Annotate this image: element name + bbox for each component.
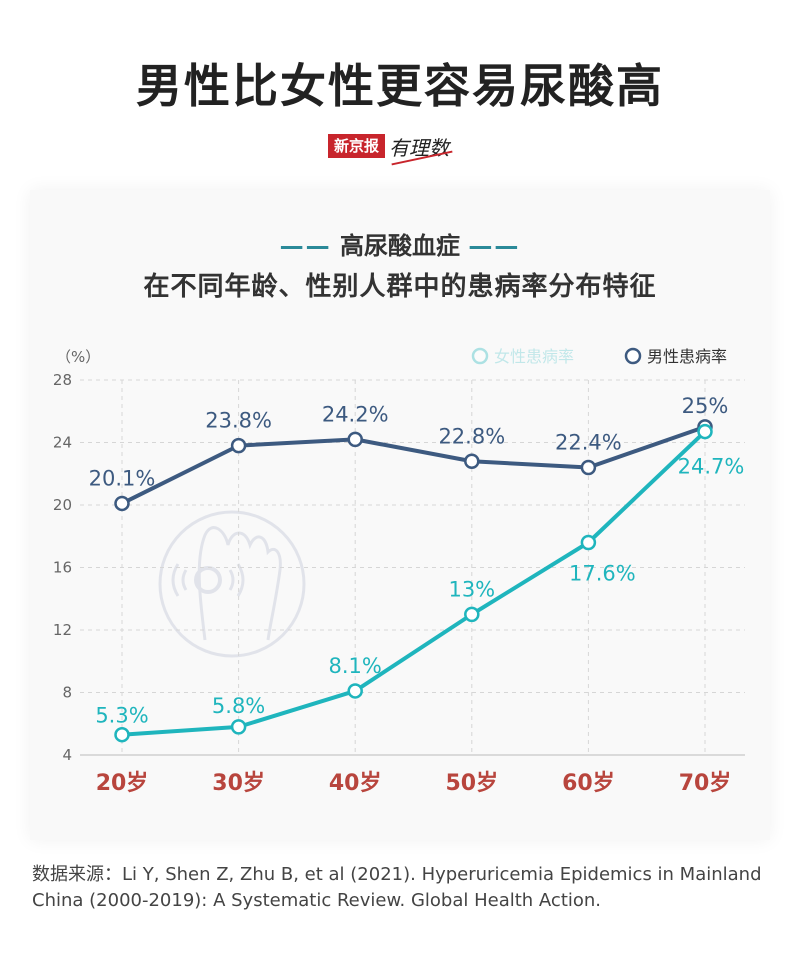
source-note: 数据来源：Li Y, Shen Z, Zhu B, et al (2021). … [32,864,762,911]
y-tick-label: 24 [53,434,72,452]
legend-label-female: 女性患病率 [494,347,574,366]
chart-subtitle-2: 在不同年龄、性别人群中的患病率分布特征 [143,272,657,302]
data-point [464,606,480,623]
series-layer: 20.1% 23.8% 24.2% 22.8% 22.4% 25% 5.3% 5.8% 8.1%… [89,394,745,743]
data-label: 5.8% [212,694,265,718]
y-tick-label: 20 [53,496,72,514]
legend-label-male: 男性患病率 [647,347,727,366]
chart-subtitle-1: —— 高尿酸血症 —— [0,226,800,261]
data-label: 24.7% [678,455,745,479]
data-label: 17.6% [569,562,636,586]
brand-tag: 新京报 [328,134,386,158]
data-point [230,437,247,454]
x-tick-label: 20岁 [96,770,149,796]
subtitle-text-1: 高尿酸血症 [340,232,460,260]
axis-layer: 4 8 12 16 20 24 28 （%） 20岁 30岁 40岁 50岁 60岁 70岁 [53,348,745,796]
data-point [580,459,597,476]
data-label: 8.1% [329,654,382,678]
data-point [114,726,130,743]
data-label: 20.1% [89,466,156,490]
data-point [347,683,363,699]
legend-marker-male [624,347,642,365]
data-label: 25% [682,394,729,418]
y-tick-label: 16 [53,559,72,577]
y-tick-label: 4 [62,746,72,764]
data-label: 13% [448,577,495,601]
data-point [230,719,247,735]
foot-watermark-icon [158,510,306,658]
data-label: 22.8% [438,424,505,448]
y-tick-label: 12 [53,621,72,639]
legend-marker-female [471,347,489,365]
y-tick-label: 28 [53,371,72,389]
data-label: 24.2% [322,402,389,426]
grid-layer [80,379,745,756]
data-label: 22.4% [555,431,622,455]
data-label: 23.8% [205,409,272,433]
series-line-male [120,424,707,506]
data-label: 5.3% [95,704,148,728]
data-point [580,534,597,551]
data-point [697,423,713,440]
data-point [114,495,130,512]
brand-script: 有理数 [389,132,453,165]
x-tick-label: 60岁 [562,770,615,796]
series-line-female [120,429,707,737]
legend: 女性患病率 男性患病率 [471,347,727,366]
brand-logo: 新京报 有理数 [328,132,453,165]
x-tick-label: 30岁 [212,770,265,796]
subtitle-dash-left: —— [279,232,332,260]
y-tick-label: 8 [62,684,72,702]
y-axis-unit-label: （%） [56,348,100,366]
page-title: 男性比女性更容易尿酸高 [136,59,664,113]
x-tick-label: 40岁 [329,770,382,796]
data-point [464,453,480,469]
subtitle-dash-right: —— [468,232,521,260]
x-tick-label: 70岁 [679,770,732,796]
x-tick-label: 50岁 [445,770,498,796]
data-point [347,431,363,448]
